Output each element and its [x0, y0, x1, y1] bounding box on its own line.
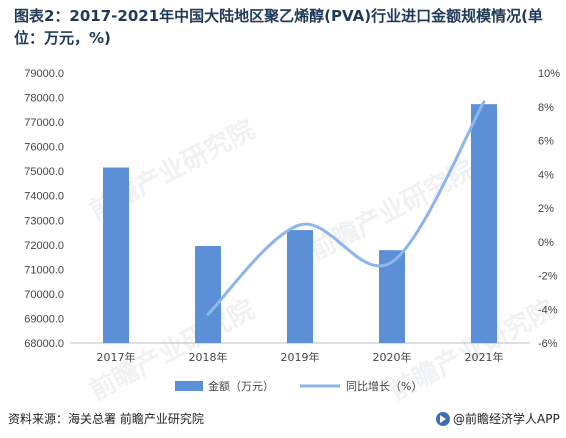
y-right-tick-label: -2%: [538, 271, 558, 283]
y-left-tick-label: 68000.0: [24, 338, 64, 350]
y-left-tick-label: 69000.0: [24, 313, 64, 325]
growth-line: [206, 100, 486, 316]
bar: [471, 104, 497, 343]
bar: [287, 230, 313, 343]
legend-label: 同比增长（%）: [346, 379, 422, 393]
y-left-tick-label: 73000.0: [24, 215, 64, 227]
chart-title: 图表2：2017-2021年中国大陆地区聚乙烯醇(PVA)行业进口金额规模情况(…: [14, 7, 543, 47]
y-right-tick-label: 4%: [538, 169, 554, 181]
y-left-tick-label: 70000.0: [24, 289, 64, 301]
source-note: 资料来源：海关总署 前瞻产业研究院: [8, 412, 204, 426]
x-tick-label: 2020年: [373, 350, 412, 364]
x-tick-label: 2018年: [189, 350, 228, 364]
y-right-tick-label: 2%: [538, 203, 554, 215]
y-right-tick-label: 6%: [538, 136, 554, 148]
brand: @前瞻经济学人APP: [436, 410, 560, 427]
brand-label: @前瞻经济学人APP: [453, 412, 560, 426]
legend-bar-swatch: [175, 381, 203, 391]
y-right-tick-label: -4%: [538, 304, 558, 316]
x-tick-label: 2021年: [465, 350, 504, 364]
y-left-tick-label: 72000.0: [24, 240, 64, 252]
y-right-tick-label: 0%: [538, 237, 554, 249]
y-right-tick-label: -6%: [538, 338, 558, 350]
y-left-tick-label: 75000.0: [24, 166, 64, 178]
y-right-tick-label: 8%: [538, 102, 554, 114]
y-left-tick-label: 71000.0: [24, 264, 64, 276]
y-left-tick-label: 77000.0: [24, 117, 64, 129]
brand-logo-icon: [436, 411, 450, 426]
y-left-tick-label: 78000.0: [24, 93, 64, 105]
x-tick-label: 2019年: [281, 350, 320, 364]
y-left-tick-label: 74000.0: [24, 191, 64, 203]
x-tick-label: 2017年: [97, 350, 136, 364]
bar: [195, 246, 221, 343]
y-left-tick-label: 76000.0: [24, 142, 64, 154]
y-left-tick-label: 79000.0: [24, 68, 64, 80]
legend-label: 金额（万元）: [208, 379, 274, 393]
y-right-tick-label: 10%: [538, 68, 560, 80]
bar: [103, 167, 129, 343]
